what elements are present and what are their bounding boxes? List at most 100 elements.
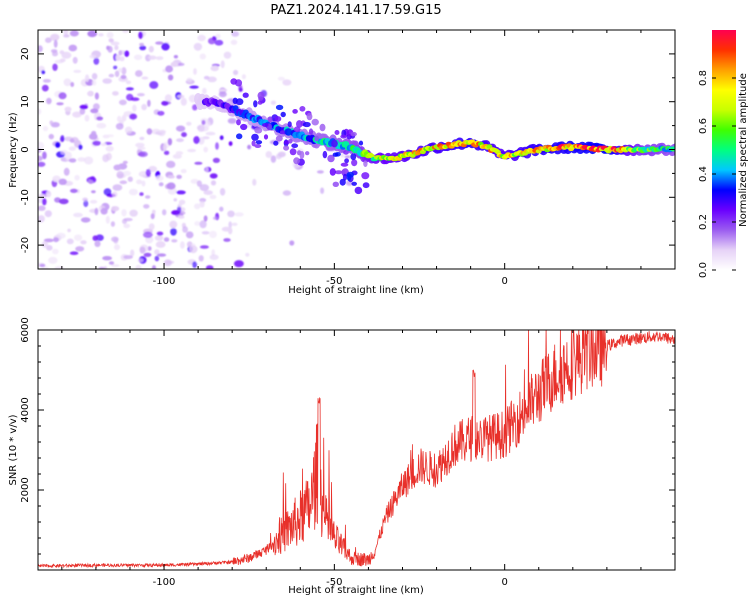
heatmap-cell	[163, 143, 167, 152]
heatmap-cell	[205, 265, 214, 269]
heatmap-cell	[240, 123, 248, 131]
heatmap-cell	[362, 182, 370, 189]
heatmap-cell	[234, 212, 244, 217]
x-tick-label: -100	[153, 276, 176, 287]
heatmap-cell	[108, 73, 115, 78]
heatmap-cell	[219, 188, 226, 196]
heatmap-cell	[164, 94, 172, 102]
heatmap-cell	[85, 74, 90, 83]
heatmap-cell	[143, 252, 152, 257]
heatmap-cell	[121, 67, 127, 75]
heatmap-cell	[296, 120, 303, 128]
heatmap-cell	[139, 42, 145, 47]
heatmap-cell	[234, 260, 244, 268]
heatmap-cell	[292, 109, 298, 114]
heatmap-cell	[148, 45, 154, 53]
heatmap-cell	[93, 103, 100, 111]
heatmap-cell	[63, 167, 70, 176]
heatmap-cell	[209, 194, 217, 200]
heatmap-cell	[198, 255, 204, 262]
heatmap-cell	[38, 161, 46, 167]
colorbar-label: Normalized spectral amplitude	[738, 73, 749, 227]
heatmap-cell	[102, 78, 112, 84]
x-tick-label: -50	[326, 577, 342, 588]
heatmap-cell	[167, 138, 173, 146]
heatmap-cell	[223, 238, 231, 242]
heatmap-cell	[100, 208, 108, 215]
heatmap-cell	[147, 246, 152, 251]
heatmap-cell	[185, 231, 194, 239]
heatmap-cell	[123, 255, 133, 260]
heatmap-cell	[177, 94, 185, 99]
heatmap-cell	[263, 134, 269, 140]
heatmap-cell	[73, 69, 82, 73]
heatmap-cell	[132, 104, 137, 112]
heatmap-cell	[199, 245, 209, 249]
heatmap-cell	[196, 180, 202, 187]
heatmap-cell	[64, 106, 72, 112]
heatmap-cell	[83, 199, 89, 208]
heatmap-cell	[186, 77, 193, 83]
heatmap-cell	[305, 151, 310, 156]
heatmap-cell	[52, 175, 61, 183]
heatmap-cell	[210, 65, 219, 72]
heatmap-cell	[38, 194, 46, 198]
heatmap-cell	[88, 179, 94, 184]
heatmap-cell	[73, 212, 83, 218]
heatmap-cell	[55, 142, 61, 148]
colorbar-tick-label: 0.0	[698, 262, 709, 278]
heatmap-cell	[350, 131, 357, 137]
heatmap-cell	[63, 30, 69, 36]
heatmap-cell	[339, 178, 346, 186]
heatmap-cell	[233, 69, 239, 76]
heatmap-cell	[128, 188, 138, 196]
heatmap-cell	[236, 133, 243, 140]
heatmap-cell	[293, 157, 300, 165]
heatmap-cell	[320, 187, 325, 194]
heatmap-cell	[283, 145, 290, 151]
heatmap-cell	[89, 199, 98, 204]
heatmap-cell	[111, 236, 119, 242]
spectrogram-y-axis-label: Frequency (Hz)	[8, 112, 19, 188]
heatmap-cell	[91, 190, 96, 194]
heatmap-cell	[92, 235, 99, 241]
heatmap-cell	[176, 125, 186, 132]
heatmap-cell	[182, 226, 189, 233]
heatmap-cell	[253, 100, 258, 108]
heatmap-cell	[114, 244, 120, 251]
heatmap-cell	[150, 213, 155, 220]
heatmap-cell	[98, 33, 104, 37]
heatmap-cell	[82, 197, 88, 202]
heatmap-cell	[334, 170, 343, 175]
heatmap-cell	[176, 138, 184, 143]
heatmap-cell	[236, 119, 241, 126]
heatmap-cell	[316, 170, 324, 174]
heatmap-cell	[94, 92, 99, 100]
heatmap-cell	[135, 70, 143, 77]
heatmap-cell	[171, 239, 178, 243]
heatmap-cell	[332, 181, 339, 187]
heatmap-cell	[199, 53, 206, 60]
heatmap-cell	[275, 104, 284, 111]
heatmap-cell	[122, 170, 132, 176]
heatmap-cell	[58, 178, 67, 185]
snr-ticks: -100 -50 0 2000 4000 6000	[20, 317, 676, 588]
heatmap-cell	[112, 184, 123, 191]
heatmap-cell	[215, 33, 221, 39]
heatmap-cell	[59, 50, 65, 55]
heatmap-cell	[53, 39, 58, 48]
heatmap-cell	[270, 100, 276, 105]
heatmap-cell	[197, 124, 205, 132]
heatmap-cell	[180, 97, 187, 106]
heatmap-cell	[202, 136, 210, 140]
heatmap-cell	[194, 221, 201, 226]
heatmap-cell	[45, 37, 52, 43]
heatmap-cell	[219, 135, 224, 140]
heatmap-cell	[219, 88, 227, 92]
heatmap-cell	[192, 261, 198, 269]
heatmap-cell	[289, 240, 295, 246]
heatmap-cell	[154, 249, 160, 255]
heatmap-cell	[329, 168, 336, 176]
heatmap-cell	[74, 234, 83, 241]
heatmap-cell	[119, 99, 127, 106]
